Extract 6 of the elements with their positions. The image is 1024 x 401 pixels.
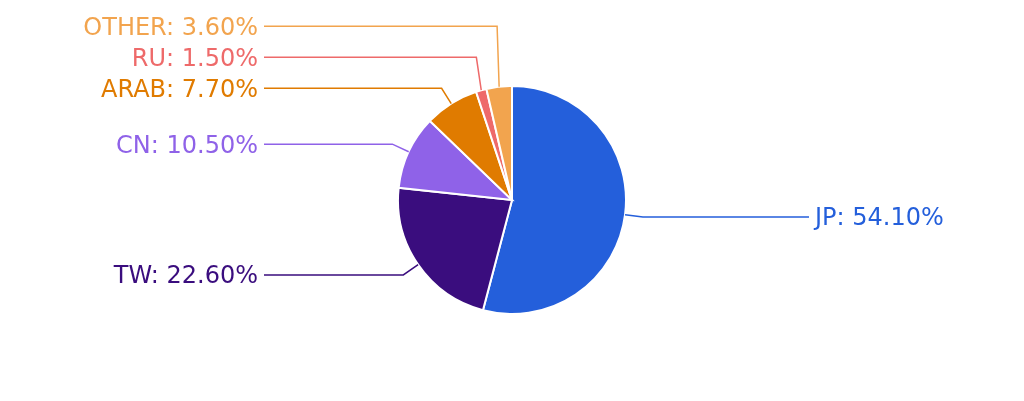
slice-label: RU: 1.50% [131, 43, 258, 72]
slice-label: JP: 54.10% [813, 203, 944, 232]
slice-label: TW: 22.60% [112, 261, 258, 290]
slice-label: ARAB: 7.70% [101, 74, 258, 103]
slice-label: CN: 10.50% [116, 130, 258, 159]
slice-label: OTHER: 3.60% [83, 12, 258, 41]
